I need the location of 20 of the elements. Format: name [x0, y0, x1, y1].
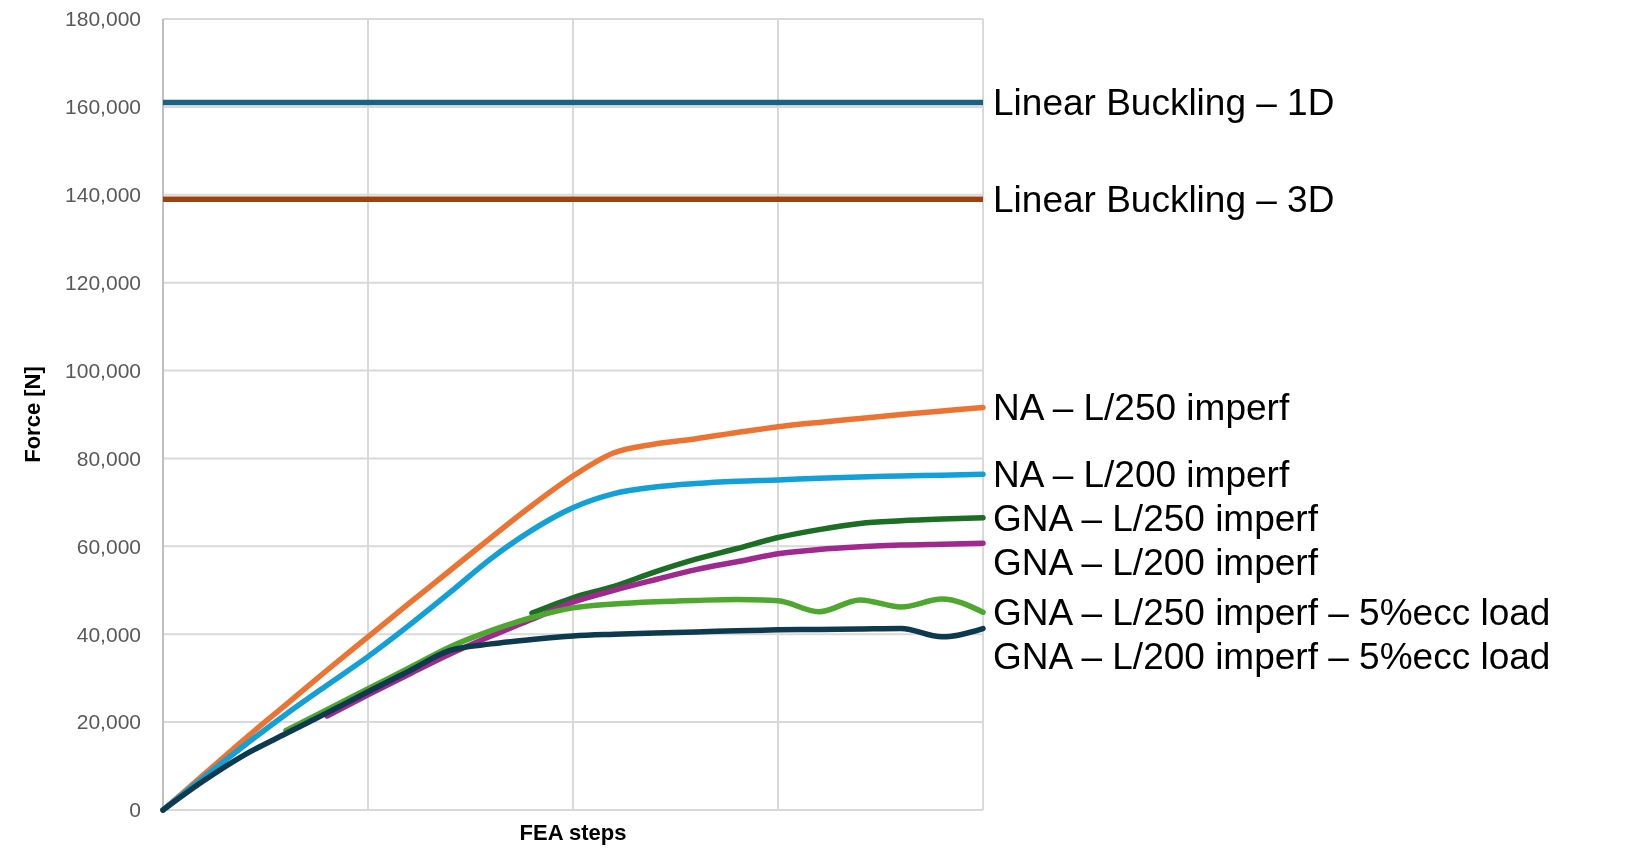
- y-tick-label: 20,000: [76, 710, 141, 734]
- ref-line-label: Linear Buckling – 3D: [993, 179, 1335, 221]
- y-tick-label: 100,000: [65, 358, 141, 382]
- ref-line-label: Linear Buckling – 1D: [993, 82, 1335, 124]
- series-label: GNA – L/250 imperf – 5%ecc load: [993, 592, 1551, 634]
- y-tick-label: 40,000: [76, 622, 141, 646]
- y-axis-title: Force [N]: [20, 366, 45, 463]
- y-tick-label: 120,000: [65, 271, 141, 295]
- series-label: NA – L/250 imperf: [993, 387, 1290, 429]
- y-tick-label: 160,000: [65, 95, 141, 119]
- series-label: NA – L/200 imperf: [993, 454, 1290, 496]
- series-label: GNA – L/200 imperf – 5%ecc load: [993, 636, 1551, 678]
- series-label: GNA – L/250 imperf: [993, 498, 1319, 540]
- y-tick-label: 140,000: [65, 183, 141, 207]
- series-label: GNA – L/200 imperf: [993, 542, 1319, 584]
- y-tick-label: 80,000: [76, 446, 141, 470]
- y-tick-label: 0: [129, 798, 141, 822]
- x-axis-title: FEA steps: [519, 820, 627, 845]
- y-tick-label: 180,000: [65, 7, 141, 31]
- y-tick-label: 60,000: [76, 534, 141, 558]
